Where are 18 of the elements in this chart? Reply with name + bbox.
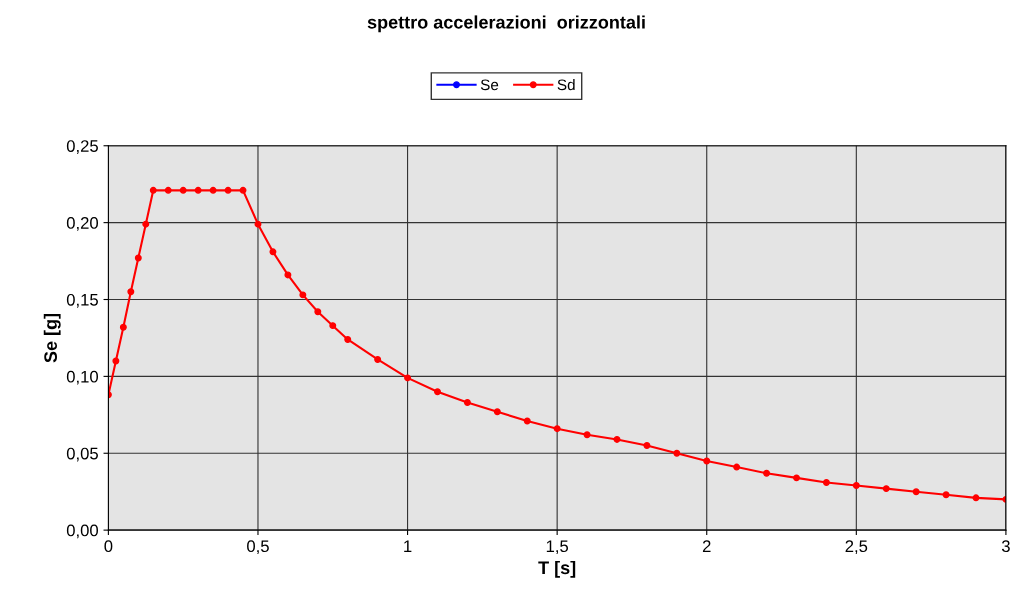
x-tick-label: 1,5 <box>546 540 569 555</box>
y-tick-label: 0,10 <box>66 370 99 385</box>
y-tick-label: 0,15 <box>66 293 98 308</box>
legend-label: Sd <box>557 78 575 91</box>
x-tick-label: 2,5 <box>845 540 868 555</box>
x-tick-label: 3 <box>1001 540 1010 553</box>
y-axis-title: Se [g] <box>43 313 61 363</box>
y-tick-label: 0,00 <box>66 524 99 539</box>
x-tick-label: 2 <box>702 540 711 552</box>
y-tick-label: 0,05 <box>66 447 98 462</box>
x-tick-label: 1 <box>404 540 412 552</box>
y-tick-label: 0,20 <box>66 217 99 231</box>
legend-label: Se <box>480 79 499 91</box>
x-tick-label: 0,5 <box>247 540 269 555</box>
x-tick-label: 0 <box>104 540 113 553</box>
chart-title: spettro accelerazioni orizzontali <box>367 15 645 33</box>
x-axis-title: T [s] <box>538 560 576 578</box>
y-tick-label: 0,25 <box>66 140 98 154</box>
